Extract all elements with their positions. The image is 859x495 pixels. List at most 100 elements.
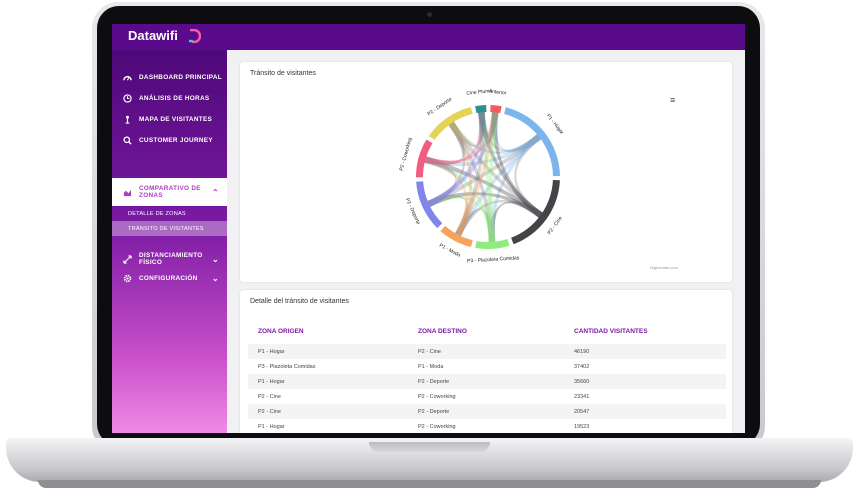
logo-mark-icon <box>189 29 201 43</box>
bar-chart-icon <box>123 188 132 197</box>
table-card: Detalle del tránsito de visitantes ZONA … <box>240 290 732 433</box>
wheel-link[interactable] <box>453 208 496 246</box>
cell-zona-origen: P2 - Cine <box>258 393 281 400</box>
search-icon <box>123 135 132 145</box>
wheel-link[interactable] <box>421 155 457 209</box>
laptop-foot <box>38 480 821 488</box>
wheel-link[interactable] <box>424 108 500 209</box>
cell-cantidad: 37402 <box>574 363 590 370</box>
wheel-node[interactable] <box>490 105 502 114</box>
hamburger-menu-icon[interactable]: ≡ <box>670 95 676 105</box>
wheel-link[interactable] <box>514 131 546 220</box>
sidebar-item-mapa-visitantes[interactable]: MAPA DE VISITANTES <box>112 109 227 129</box>
wheel-node-label: P1 - Hogar <box>545 113 565 136</box>
wheel-link[interactable] <box>424 194 469 240</box>
wheel-link[interactable] <box>421 155 546 220</box>
wheel-link[interactable] <box>421 118 465 166</box>
table-row[interactable]: P2 - Cine P2 - Coworking 23341 <box>248 389 726 404</box>
wheel-node[interactable] <box>475 239 510 249</box>
sidebar-item-configuracion[interactable]: CONFIGURACIÓN ⌄ <box>112 268 227 288</box>
sidebar-subitem-label: TRÁNSITO DE VISITANTES <box>128 225 204 232</box>
app-logo[interactable]: Datawifi <box>128 28 178 43</box>
chart-card-title: Tránsito de visitantes <box>250 70 316 77</box>
wheel-node-label: Anterior <box>489 89 507 97</box>
wheel-link[interactable] <box>421 155 496 246</box>
sidebar-item-customer-journey[interactable]: CUSTOMER JOURNEY <box>112 130 227 150</box>
cell-zona-destino: P2 - Cine <box>408 344 564 359</box>
cell-zona-destino: P1 - Moda <box>418 363 444 370</box>
sidebar-item-label: DASHBOARD PRINCIPAL <box>139 73 222 81</box>
wheel-link[interactable] <box>446 108 500 147</box>
cell-cantidad: 20547 <box>564 404 726 419</box>
wheel-link[interactable] <box>488 201 546 246</box>
wheel-link[interactable] <box>477 108 496 246</box>
dashboard-icon <box>123 73 132 82</box>
chevron-up-icon[interactable]: ⌃ <box>211 187 219 197</box>
wheel-node[interactable] <box>428 107 473 140</box>
table-row[interactable]: P1 - Hogar P2 - Deporte 35660 <box>248 374 726 389</box>
wheel-link[interactable] <box>424 108 485 209</box>
column-header-zona-origen[interactable]: ZONA ORIGEN <box>258 328 304 335</box>
sidebar-item-label-line2: FÍSICO <box>139 259 163 266</box>
table-row[interactable]: P1 - Hogar P2 - Cine 46190 <box>248 344 726 359</box>
sidebar-subitem-detalle-zonas[interactable]: DETALLE DE ZONAS <box>112 206 227 221</box>
column-header-cantidad[interactable]: CANTIDAD VISITANTES <box>574 328 648 335</box>
cell-cantidad: 46190 <box>564 344 726 359</box>
sidebar-subitem-transito-visitantes[interactable]: TRÁNSITO DE VISITANTES <box>112 221 227 236</box>
wheel-link[interactable] <box>421 108 485 165</box>
wheel-link[interactable] <box>446 118 546 220</box>
wheel-link[interactable] <box>424 195 496 246</box>
wheel-node[interactable] <box>440 225 473 247</box>
wheel-link[interactable] <box>477 108 544 152</box>
chevron-down-icon[interactable]: ⌄ <box>211 273 219 283</box>
top-bar: Datawifi <box>112 24 745 50</box>
sidebar-item-analisis-horas[interactable]: ANÁLISIS DE HORAS <box>112 88 227 108</box>
wheel-link[interactable] <box>488 131 544 246</box>
wheel-link[interactable] <box>421 108 500 165</box>
sidebar-item-distanciamiento[interactable]: DISTANCIAMIENTO FÍSICO ⌄ <box>112 246 227 272</box>
wheel-link[interactable] <box>446 118 544 155</box>
cell-zona-destino: P2 - Deporte <box>408 374 564 389</box>
wheel-link[interactable] <box>424 118 466 209</box>
wheel-node[interactable] <box>475 105 487 114</box>
wheel-link[interactable] <box>453 199 546 240</box>
sidebar-item-label-line1: COMPARATIVO DE <box>139 185 201 192</box>
wheel-link[interactable] <box>446 118 473 240</box>
sidebar-item-dashboard[interactable]: DASHBOARD PRINCIPAL <box>112 67 227 87</box>
chevron-down-icon[interactable]: ⌄ <box>211 254 219 264</box>
wheel-node-label: P2 - Deporte <box>427 96 454 117</box>
wheel-link[interactable] <box>421 131 544 167</box>
table-row[interactable]: P3 - Plazoleta Comidas P1 - Moda 37402 <box>248 359 726 374</box>
chart-credit[interactable]: Highcharts.com <box>650 265 678 270</box>
wheel-link[interactable] <box>477 108 500 144</box>
wheel-link[interactable] <box>424 192 546 220</box>
wheel-link[interactable] <box>446 108 485 147</box>
wheel-link[interactable] <box>453 108 485 240</box>
arrows-icon <box>123 254 132 264</box>
cell-zona-destino: P2 - Coworking <box>418 393 456 400</box>
wheel-link[interactable] <box>491 108 546 220</box>
cell-zona-origen: P2 - Cine <box>248 404 408 419</box>
wheel-node[interactable] <box>416 139 433 178</box>
wheel-link[interactable] <box>477 108 546 220</box>
column-header-zona-destino[interactable]: ZONA DESTINO <box>418 328 467 335</box>
app-screen: Datawifi DASHBOARD PRINCIPAL ANÁLISIS DE… <box>112 24 745 433</box>
wheel-link[interactable] <box>453 131 544 240</box>
wheel-link[interactable] <box>446 118 496 246</box>
sidebar-item-label: CUSTOMER JOURNEY <box>139 136 213 144</box>
table-row[interactable]: P2 - Cine P2 - Deporte 20547 <box>248 404 726 419</box>
sidebar-item-comparativo-zonas[interactable]: COMPARATIVO DE ZONAS ⌃ <box>112 178 227 206</box>
wheel-node[interactable] <box>504 107 560 177</box>
wheel-link[interactable] <box>488 108 500 246</box>
wheel-link[interactable] <box>491 108 544 152</box>
wheel-node[interactable] <box>416 181 443 229</box>
wheel-node[interactable] <box>511 179 560 245</box>
wheel-link[interactable] <box>424 131 544 209</box>
wheel-link[interactable] <box>453 108 500 240</box>
cell-zona-origen: P1 - Hogar <box>248 344 408 359</box>
sidebar-item-label: MAPA DE VISITANTES <box>139 115 213 123</box>
wheel-link[interactable] <box>421 155 469 240</box>
cell-zona-origen: P3 - Plazoleta Comidas <box>258 363 316 370</box>
table-row[interactable]: P1 - Hogar P2 - Coworking 19523 <box>248 419 726 433</box>
wheel-node-label: Cine Pluma <box>466 88 493 97</box>
